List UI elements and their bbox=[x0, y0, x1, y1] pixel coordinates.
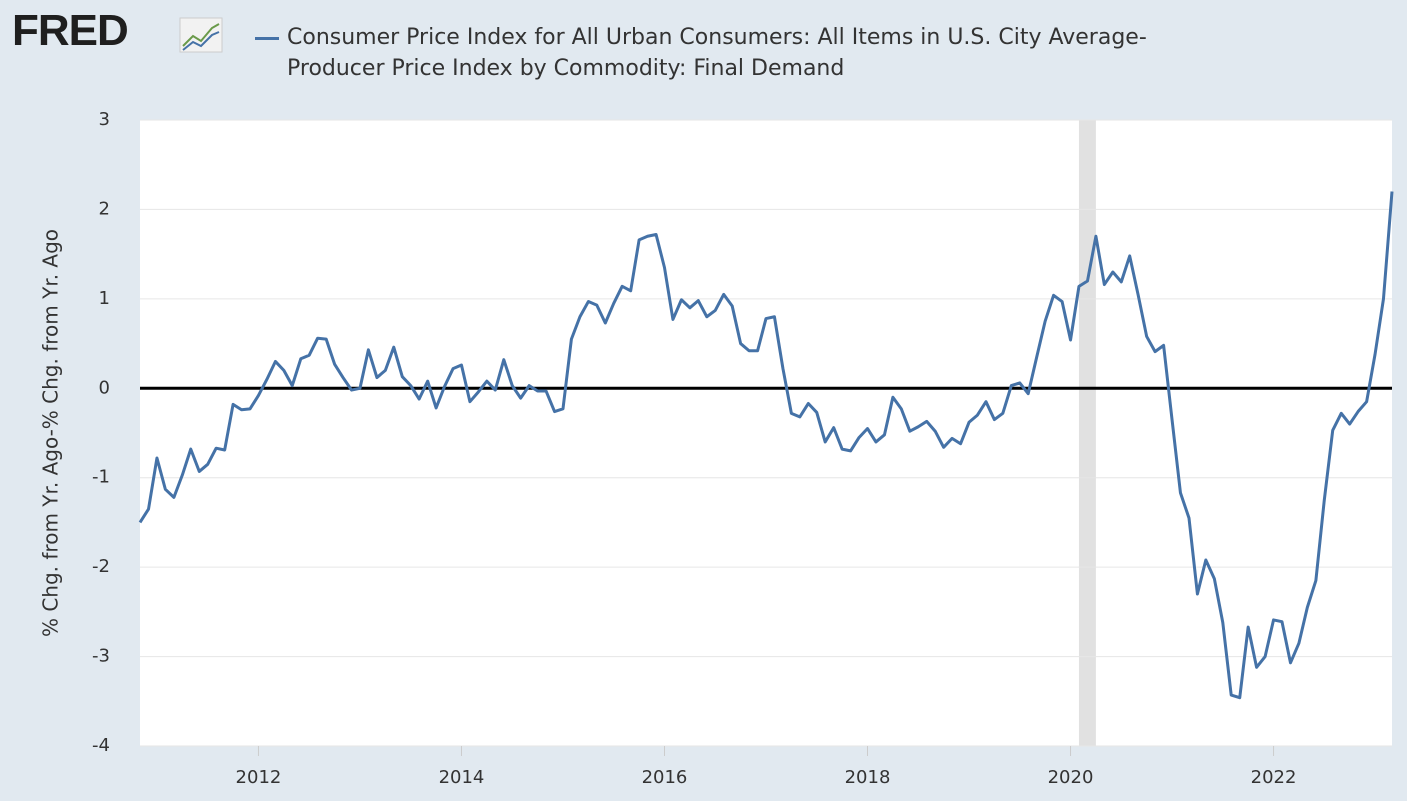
recession-shade bbox=[1078, 120, 1096, 746]
x-tick-label: 2020 bbox=[1048, 767, 1094, 788]
x-tick-label: 2022 bbox=[1251, 767, 1297, 788]
x-tick-label: 2018 bbox=[845, 767, 891, 788]
y-tick-label: -3 bbox=[92, 646, 110, 667]
legend: Consumer Price Index for All Urban Consu… bbox=[255, 22, 1155, 84]
x-tick-label: 2016 bbox=[642, 767, 688, 788]
x-tick-label: 2014 bbox=[439, 767, 485, 788]
y-tick-label: 0 bbox=[99, 377, 110, 398]
y-tick-label: -4 bbox=[92, 735, 110, 756]
y-tick-label: -2 bbox=[92, 556, 110, 577]
legend-swatch bbox=[255, 37, 279, 40]
logo: FRED bbox=[12, 6, 129, 55]
legend-label: Consumer Price Index for All Urban Consu… bbox=[287, 25, 1147, 81]
logo-icon bbox=[179, 17, 223, 53]
series-line bbox=[138, 191, 1394, 700]
plot-area bbox=[140, 120, 1392, 746]
y-tick-label: 2 bbox=[99, 198, 110, 219]
y-tick-label: -1 bbox=[92, 467, 110, 488]
y-axis-label: % Chg. from Yr. Ago-% Chg. from Yr. Ago bbox=[39, 229, 63, 637]
y-tick-label: 1 bbox=[99, 288, 110, 309]
y-tick-label: 3 bbox=[99, 109, 110, 130]
x-tick-label: 2012 bbox=[236, 767, 282, 788]
